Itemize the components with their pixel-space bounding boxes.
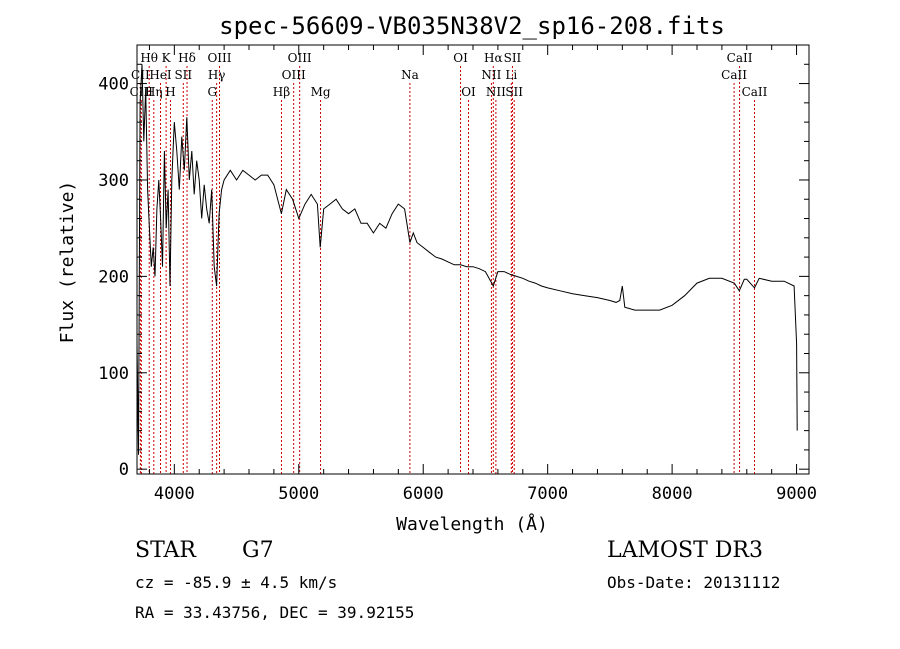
line-markers <box>139 66 755 474</box>
line-label: H <box>165 85 175 99</box>
chart-title: spec-56609-VB035N38V2_sp16-208.fits <box>219 12 725 40</box>
line-label: Mg <box>311 85 331 99</box>
survey-release: LAMOST DR3 <box>607 538 763 563</box>
x-tick-label: 6000 <box>403 484 444 504</box>
line-label: K <box>162 51 172 65</box>
line-label: NII <box>486 85 506 99</box>
x-tick-label: 9000 <box>776 484 817 504</box>
y-tick-label: 100 <box>98 364 129 384</box>
line-label: OIII <box>282 68 306 82</box>
line-labels: Hθ CII CIII K HeI Hη SII H Hδ OIII Hγ G OIII OIII Hβ Mg… <box>130 51 768 99</box>
x-tick-label: 8000 <box>652 484 693 504</box>
line-label: G <box>207 85 217 99</box>
observation-date: Obs-Date: 20131112 <box>607 573 781 592</box>
line-label: OI <box>453 51 468 65</box>
line-label: CaII <box>721 68 747 82</box>
line-label: Li <box>505 68 517 82</box>
line-label: OIII <box>288 51 312 65</box>
x-tick-label: 5000 <box>278 484 319 504</box>
line-label: HeI <box>149 68 172 82</box>
line-label: Hδ <box>178 51 196 65</box>
line-label: Hθ <box>140 51 158 65</box>
x-axis-label: Wavelength (Å) <box>396 513 548 535</box>
line-label: Na <box>401 68 419 82</box>
line-label: SII <box>174 68 192 82</box>
redshift-velocity: cz = -85.9 ± 4.5 km/s <box>135 573 338 592</box>
x-tick-label: 4000 <box>154 484 195 504</box>
y-tick-label: 0 <box>119 460 129 480</box>
line-label: SII <box>505 85 523 99</box>
coordinates: RA = 33.43756, DEC = 39.92155 <box>135 603 415 622</box>
line-label: NII <box>481 68 501 82</box>
line-label: CaII <box>727 51 753 65</box>
y-tick-label: 400 <box>98 75 129 95</box>
line-label: Hγ <box>208 68 226 82</box>
object-class: STAR <box>135 538 196 563</box>
x-tick-label: 7000 <box>527 484 568 504</box>
line-label: Hα <box>484 51 503 65</box>
line-label: Hβ <box>273 85 290 99</box>
y-axis: 0 100 200 300 400 <box>98 63 809 480</box>
object-subclass: G7 <box>242 538 274 563</box>
line-label: CII <box>131 68 150 82</box>
x-axis: 4000 5000 6000 7000 8000 9000 <box>148 45 817 504</box>
plot-frame <box>136 44 810 475</box>
line-label: OIII <box>207 51 231 65</box>
line-label: Hη <box>145 85 163 99</box>
y-tick-label: 300 <box>98 171 129 191</box>
spectrum-line <box>136 64 798 455</box>
line-label: CIII <box>130 85 154 99</box>
line-label: CaII <box>742 85 768 99</box>
y-tick-label: 200 <box>98 267 129 287</box>
line-label: OI <box>461 85 476 99</box>
line-label: SII <box>504 51 522 65</box>
y-axis-label: Flux (relative) <box>57 181 78 344</box>
